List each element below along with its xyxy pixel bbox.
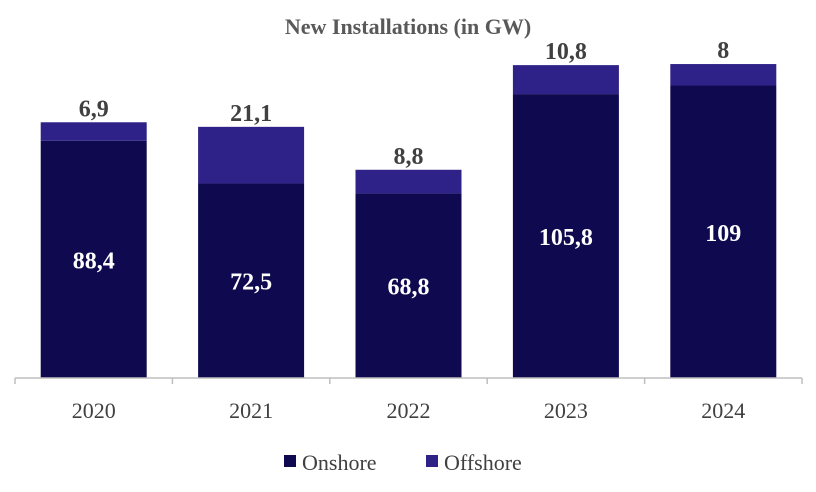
bar-offshore-2022: [355, 169, 462, 194]
plot-area: 88,4 6,9 72,5 21,1 68,8 8,8 105,8 10,8 109 8: [40, 38, 777, 379]
data-label-onshore-2021: 72,5: [230, 270, 272, 296]
data-label-offshore-2024: 8: [717, 38, 729, 64]
x-tick-label-2021: 2021: [229, 398, 273, 423]
bar-onshore-2023: [512, 94, 619, 378]
bar-offshore-2024: [670, 64, 777, 86]
x-axis: 2020 2021 2022 2023 2024: [14, 378, 803, 423]
legend-swatch-offshore: [426, 455, 438, 467]
data-label-offshore-2020: 6,9: [79, 96, 109, 122]
legend-swatch-onshore: [284, 455, 296, 467]
data-label-onshore-2024: 109: [705, 221, 741, 247]
x-tick-label-2024: 2024: [701, 398, 745, 423]
legend: Onshore Offshore: [284, 450, 522, 475]
x-tick-label-2022: 2022: [387, 398, 431, 423]
bar-onshore-2022: [355, 193, 462, 378]
bar-offshore-2020: [40, 122, 147, 141]
x-tick-label-2020: 2020: [72, 398, 116, 423]
chart-title: New Installations (in GW): [285, 14, 531, 39]
data-label-offshore-2022: 8,8: [394, 144, 424, 170]
data-label-offshore-2021: 21,1: [230, 101, 272, 127]
data-label-offshore-2023: 10,8: [545, 39, 587, 65]
legend-label-offshore: Offshore: [444, 450, 522, 475]
legend-label-onshore: Onshore: [302, 450, 377, 475]
bar-offshore-2021: [198, 126, 305, 184]
x-tick-label-2023: 2023: [544, 398, 588, 423]
bar-onshore-2024: [670, 85, 777, 379]
data-label-onshore-2022: 68,8: [388, 275, 430, 301]
bar-offshore-2023: [512, 65, 619, 95]
bar-onshore-2020: [40, 140, 147, 378]
data-label-onshore-2020: 88,4: [73, 248, 115, 274]
bar-onshore-2021: [198, 183, 305, 378]
data-label-onshore-2023: 105,8: [539, 225, 593, 251]
